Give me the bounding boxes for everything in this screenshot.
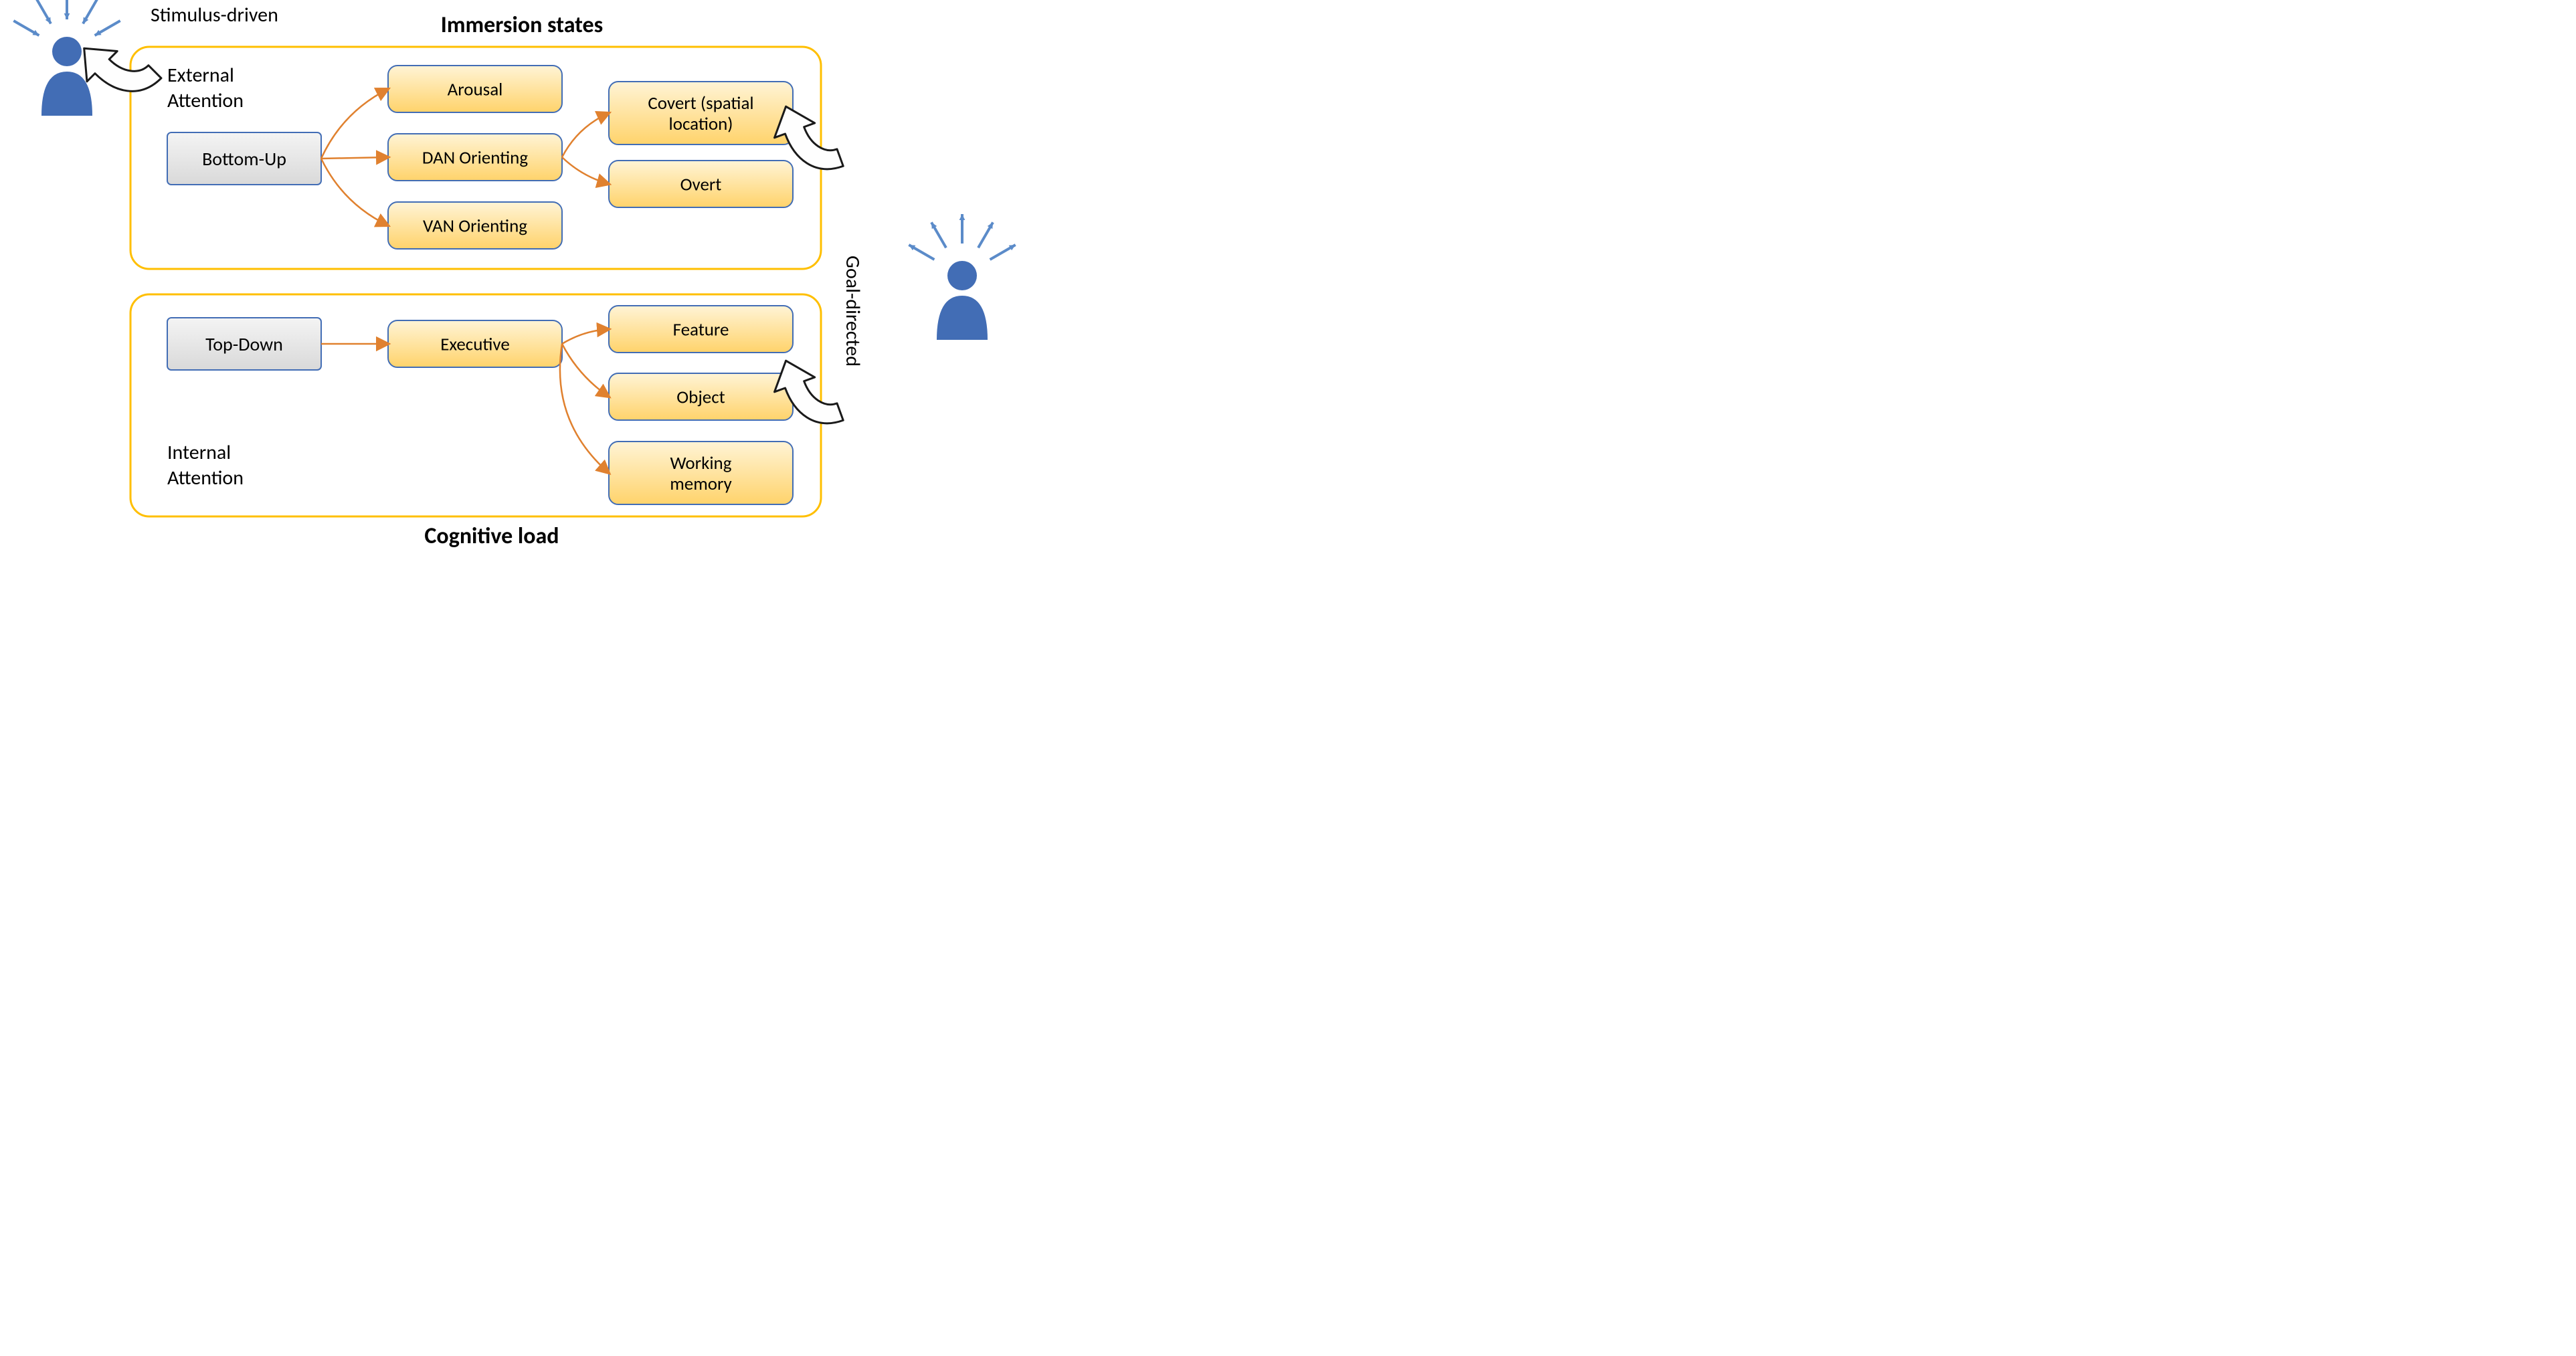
label-internal-1: Internal <box>167 440 231 465</box>
node-label-feature: Feature <box>673 318 729 341</box>
person-right-icon <box>909 214 1015 340</box>
node-label-object: Object <box>676 386 725 408</box>
label-goal-directed: Goal-directed <box>840 256 865 367</box>
node-label-top-down: Top-Down <box>205 332 283 356</box>
node-label-dan: DAN Orienting <box>422 147 528 169</box>
node-label-executive: Executive <box>440 333 510 355</box>
label-stimulus: Stimulus-driven <box>151 3 278 27</box>
node-label-wm-2: memory <box>670 473 732 495</box>
label-internal-2: Attention <box>167 466 244 490</box>
node-label-covert-1: Covert (spatial <box>648 92 753 114</box>
label-external-1: External <box>167 63 234 88</box>
title-cognitive: Cognitive load <box>424 522 559 550</box>
title-immersion: Immersion states <box>441 11 603 39</box>
node-label-overt: Overt <box>680 173 722 195</box>
label-external-2: Attention <box>167 88 244 113</box>
node-label-wm-1: Working <box>670 452 732 474</box>
diagram-canvas: Bottom-Up Top-Down Arousal DAN Orienting VAN… <box>0 0 1050 553</box>
node-label-arousal: Arousal <box>448 78 503 100</box>
node-label-bottom-up: Bottom-Up <box>202 147 286 171</box>
node-label-van: VAN Orienting <box>423 215 527 237</box>
node-label-covert-2: location) <box>669 113 733 135</box>
